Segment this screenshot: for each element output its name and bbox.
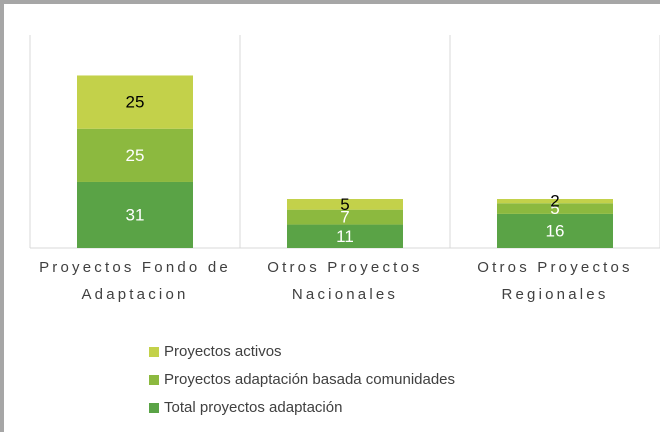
bar-segment [77, 181, 193, 248]
legend-label: Total proyectos adaptación [164, 399, 343, 416]
data-label: 5 [550, 199, 559, 218]
bar-segment [497, 203, 613, 214]
legend-swatch [149, 403, 159, 413]
data-label: 25 [126, 146, 145, 165]
x-tick-label: Otros Proyectos Regionales [477, 259, 633, 303]
bar-segment [497, 213, 613, 248]
data-label: 7 [340, 208, 349, 227]
data-label: 25 [126, 93, 145, 112]
x-tick-label: Otros Proyectos Nacionales [267, 259, 423, 303]
legend-swatch [149, 347, 159, 357]
bar-segment [287, 209, 403, 225]
legend-label: Proyectos adaptación basada comunidades [164, 371, 456, 388]
data-label: 31 [126, 205, 145, 224]
bar-segment [77, 128, 193, 182]
data-label: 11 [336, 227, 354, 246]
legend-label: Proyectos activos [164, 343, 282, 360]
data-label: 16 [546, 221, 565, 240]
data-label: 2 [550, 192, 559, 211]
bar-segment [287, 224, 403, 248]
x-tick-label: Proyectos Fondo de Adaptacion [39, 259, 231, 303]
legend-swatch [149, 375, 159, 385]
bar-segment [497, 199, 613, 204]
data-label: 5 [340, 195, 349, 214]
bar-segment [287, 199, 403, 210]
bar-segment [77, 75, 193, 129]
